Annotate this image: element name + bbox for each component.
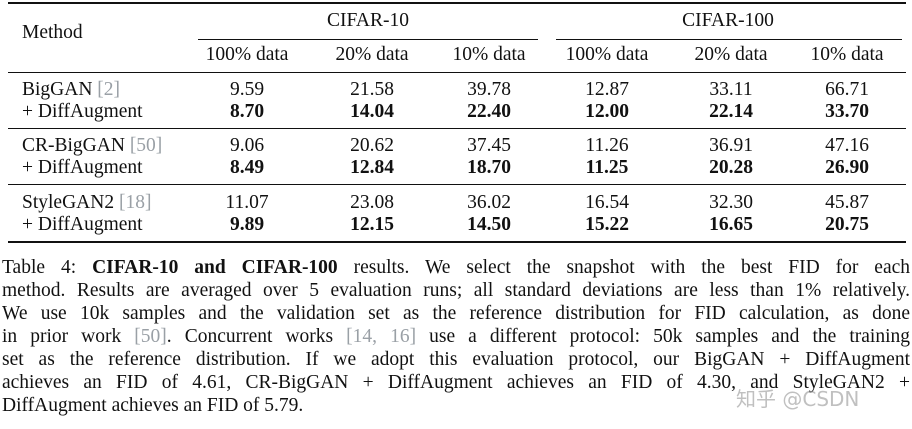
- table-cell: 20.28: [709, 157, 753, 178]
- zhihu-csdn-watermark: 知乎 @CSDN: [736, 387, 860, 411]
- table-cell: 36.02: [467, 192, 511, 213]
- col-header: 100% data: [565, 44, 649, 65]
- table-cell: 66.71: [825, 79, 869, 100]
- diffaugment-label: + DiffAugment: [22, 101, 143, 122]
- table-cell: 39.78: [467, 79, 511, 100]
- diffaugment-label: + DiffAugment: [22, 157, 143, 178]
- table-cell: 47.16: [825, 135, 869, 156]
- cifar100-header: CIFAR-100: [682, 10, 774, 31]
- citation-link[interactable]: [2]: [97, 79, 121, 100]
- caption-line: Table 4: CIFAR-10 and CIFAR-100 results.…: [2, 257, 911, 278]
- caption-line: method. Results are averaged over 5 eval…: [2, 280, 910, 301]
- table-cell: 15.22: [585, 214, 629, 235]
- table-cell: 14.04: [350, 101, 394, 122]
- cifar10-header: CIFAR-10: [327, 10, 409, 31]
- caption-line: DiffAugment achieves an FID of 5.79.: [2, 395, 304, 416]
- table-cell: 12.87: [585, 79, 629, 100]
- caption-line: achieves an FID of 4.61, CR-BigGAN + Dif…: [2, 372, 910, 393]
- table-cell: 33.70: [825, 101, 869, 122]
- table-cell: 21.58: [350, 79, 394, 100]
- table-cell: 45.87: [825, 192, 869, 213]
- table-cell: 8.70: [229, 101, 265, 122]
- citation-link[interactable]: [14, 16]: [346, 326, 417, 347]
- table-bottom-rule: [8, 241, 906, 243]
- table-cell: 9.06: [229, 135, 265, 156]
- col-header: 20% data: [335, 44, 409, 65]
- caption-line: We use 10k samples and the validation se…: [2, 303, 910, 324]
- table-cell: 8.49: [229, 157, 265, 178]
- table-cell: 16.65: [709, 214, 753, 235]
- table-cell: 20.62: [350, 135, 394, 156]
- col-header: 10% data: [810, 44, 884, 65]
- table-cell: 14.50: [467, 214, 511, 235]
- table-cell: 18.70: [467, 157, 511, 178]
- col-header: 20% data: [694, 44, 768, 65]
- cifar100-cmidrule: [556, 39, 902, 40]
- table-cell: 33.11: [709, 79, 753, 100]
- table-cell: 22.14: [709, 101, 753, 122]
- table-cell: 22.40: [467, 101, 511, 122]
- table-cell: 11.26: [585, 135, 629, 156]
- method-name: StyleGAN2 [18]: [22, 192, 152, 213]
- table-cell: 16.54: [585, 192, 629, 213]
- caption-label: Table 4:: [2, 257, 77, 278]
- col-header: 10% data: [452, 44, 526, 65]
- table-cell: 11.07: [225, 192, 269, 213]
- table-cell: 12.84: [350, 157, 394, 178]
- cifar10-cmidrule: [198, 39, 538, 40]
- table-cell: 32.30: [709, 192, 753, 213]
- header-bottom-rule: [8, 72, 906, 73]
- col-header: 100% data: [205, 44, 289, 65]
- table-cell: 9.89: [229, 214, 265, 235]
- table-top-rule: [8, 2, 906, 4]
- method-name: CR-BigGAN [50]: [22, 135, 163, 156]
- table-cell: 12.15: [350, 214, 394, 235]
- table-cell: 23.08: [350, 192, 394, 213]
- citation-link[interactable]: [18]: [118, 192, 152, 213]
- diffaugment-label: + DiffAugment: [22, 214, 143, 235]
- caption-bold-title: CIFAR-10 and CIFAR-100: [92, 257, 338, 278]
- caption-line: set as the reference distribution. If we…: [2, 349, 910, 370]
- table-caption: Table 4: CIFAR-10 and CIFAR-100 results.…: [2, 256, 910, 417]
- table-cell: 12.00: [585, 101, 629, 122]
- table-cell: 11.25: [585, 157, 629, 178]
- group1-bottom-rule: [8, 128, 906, 129]
- citation-link[interactable]: [50]: [134, 326, 167, 347]
- group2-bottom-rule: [8, 184, 906, 185]
- table-cell: 9.59: [229, 79, 265, 100]
- table-cell: 26.90: [825, 157, 869, 178]
- method-name: BigGAN [2]: [22, 79, 121, 100]
- method-header: Method: [22, 22, 83, 43]
- caption-line: in prior work [50]. Concurrent works [14…: [2, 326, 910, 347]
- table-cell: 37.45: [467, 135, 511, 156]
- citation-link[interactable]: [50]: [129, 135, 163, 156]
- table-cell: 20.75: [825, 214, 869, 235]
- table-cell: 36.91: [709, 135, 753, 156]
